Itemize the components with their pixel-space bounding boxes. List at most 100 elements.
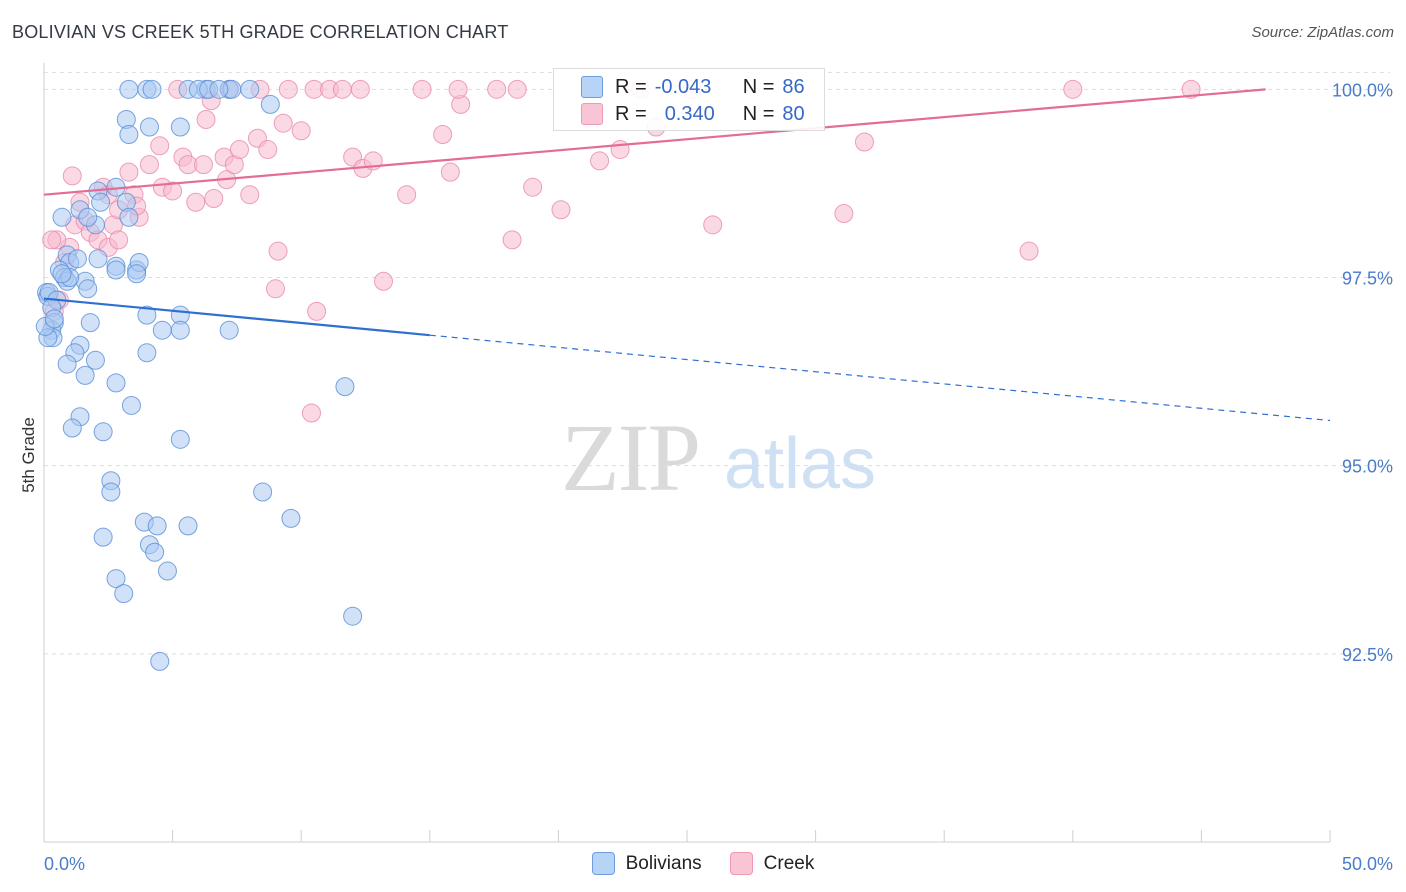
bolivian-point [127, 264, 147, 284]
creek-point [258, 140, 278, 160]
chart-title: BOLIVIAN VS CREEK 5TH GRADE CORRELATION … [12, 22, 509, 42]
creek-point [42, 230, 62, 250]
creek-point [1063, 79, 1083, 99]
legend-row-creek: R = 0.340 N = 80 [554, 102, 805, 126]
bolivian-point [335, 377, 355, 397]
bolivian-point [62, 418, 82, 438]
creek-point [350, 79, 370, 99]
bolivian-point [145, 542, 165, 562]
bolivian-point [281, 508, 301, 528]
y-tick-label: 100.0% [1332, 80, 1393, 100]
legend-row-bolivians: R = -0.043 N = 86 [554, 75, 805, 99]
creek-point [150, 136, 170, 156]
bolivian-point [75, 365, 95, 385]
bolivians-swatch [581, 76, 603, 98]
creek-point [1019, 241, 1039, 261]
bolivian-point [52, 264, 72, 284]
creek-point [332, 79, 352, 99]
creek-point [240, 185, 260, 205]
creek-point [268, 241, 288, 261]
series-legend: Bolivians Creek [0, 852, 1406, 875]
y-tick-labels: 92.5% 95.0% 97.5% 100.0% [1332, 80, 1393, 664]
creek-point [523, 177, 543, 197]
series-creek [42, 79, 1201, 423]
bolivian-point [139, 117, 159, 137]
creek-point [186, 192, 206, 212]
bolivian-point [240, 79, 260, 99]
creek-point [193, 155, 213, 175]
creek-point [551, 200, 571, 220]
creek-point [307, 301, 327, 321]
y-tick-label: 97.5% [1342, 269, 1393, 289]
bolivian-point [67, 249, 87, 269]
bolivian-point [93, 527, 113, 547]
bolivian-point [88, 249, 108, 269]
bolivian-point [119, 79, 139, 99]
y-tick-label: 95.0% [1342, 457, 1393, 477]
x-tick-label: 50.0% [1342, 854, 1393, 874]
creek-point [163, 181, 183, 201]
legend-r-value: -0.043 [654, 75, 712, 98]
legend-label-creek: Creek [763, 852, 815, 874]
bolivian-point [137, 343, 157, 363]
creek-point [196, 109, 216, 129]
creek-point [854, 132, 874, 152]
creek-point [590, 151, 610, 171]
bolivian-point [119, 125, 139, 145]
bolivian-point [101, 482, 121, 502]
bolivian-point [137, 305, 157, 325]
creek-point [229, 140, 249, 160]
legend-r-label: R = [615, 102, 647, 125]
bolivian-point [152, 320, 172, 340]
bolivian-point [147, 516, 167, 536]
creek-point [448, 79, 468, 99]
bolivian-point [343, 606, 363, 626]
trend-lines [43, 88, 1331, 422]
bolivian-point [170, 117, 190, 137]
bolivian-point [170, 320, 190, 340]
creek-point [834, 204, 854, 224]
bolivian-point [78, 207, 98, 227]
creek-point [278, 79, 298, 99]
bolivians-trend-line [43, 297, 430, 337]
legend-r-value: 0.340 [664, 102, 715, 125]
watermark-atlas: atlas [724, 424, 876, 504]
bolivian-point [142, 79, 162, 99]
creek-point [374, 271, 394, 291]
legend-item-creek[interactable]: Creek [729, 852, 815, 875]
bolivian-point [219, 320, 239, 340]
bolivian-point [209, 79, 229, 99]
creek-point [610, 140, 630, 160]
creek-point [291, 121, 311, 141]
x-tick-label: 0.0% [44, 854, 85, 874]
bolivian-point [44, 309, 64, 329]
bolivian-point [119, 207, 139, 227]
bolivian-point [93, 422, 113, 442]
bolivian-point [178, 516, 198, 536]
creek-point [119, 162, 139, 182]
y-tick-label: 92.5% [1342, 645, 1393, 665]
creek-swatch [581, 103, 603, 125]
bolivian-point [157, 561, 177, 581]
bolivian-point [253, 482, 273, 502]
creek-point [507, 79, 527, 99]
bolivian-point [85, 350, 105, 370]
bolivian-point [52, 207, 72, 227]
legend-n-value: 80 [782, 102, 805, 125]
bolivian-point [121, 395, 141, 415]
creek-point [204, 188, 224, 208]
bolivian-point [150, 651, 170, 671]
creek-point [703, 215, 723, 235]
bolivian-point [106, 260, 126, 280]
bolivian-point [78, 279, 98, 299]
bolivian-point [106, 373, 126, 393]
legend-label-bolivians: Bolivians [625, 852, 702, 874]
legend-item-bolivians[interactable]: Bolivians [591, 852, 702, 875]
series-bolivians [35, 79, 363, 671]
bolivians-swatch [591, 852, 615, 875]
bolivian-point [170, 429, 190, 449]
axes [43, 63, 1331, 843]
creek-point [412, 79, 432, 99]
creek-point [1181, 79, 1201, 99]
creek-point [440, 162, 460, 182]
